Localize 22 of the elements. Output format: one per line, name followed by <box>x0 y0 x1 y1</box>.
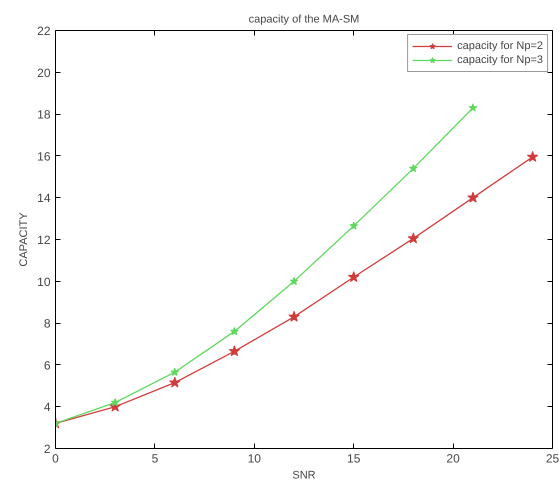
y-tick-label: 2 <box>44 442 51 456</box>
x-tick-label: 25 <box>546 452 560 466</box>
y-tick-label: 16 <box>37 149 51 164</box>
y-tick-label: 12 <box>37 233 51 247</box>
y-tick-label: 4 <box>44 400 51 414</box>
y-tick-label: 18 <box>37 108 51 122</box>
y-tick-label: 6 <box>44 358 51 372</box>
x-tick-label: 10 <box>248 452 262 466</box>
y-tick-label: 22 <box>37 24 51 38</box>
y-tick-label: 14 <box>37 191 51 206</box>
legend-label: capacity for Np=2 <box>457 39 543 53</box>
legend-label: capacity for Np=3 <box>457 53 543 67</box>
y-tick-label: 10 <box>37 274 51 289</box>
x-tick-label: 5 <box>152 452 159 466</box>
x-tick-label: 15 <box>347 452 361 466</box>
x-tick-label: 0 <box>52 452 60 466</box>
y-axis-title: CAPACITY <box>18 212 30 267</box>
x-axis-title: SNR <box>292 470 316 482</box>
y-tick-label: 8 <box>44 316 51 331</box>
x-tick-label: 20 <box>446 452 460 466</box>
chart-title: capacity of the MA-SM <box>248 14 360 26</box>
y-tick-label: 20 <box>37 66 51 80</box>
